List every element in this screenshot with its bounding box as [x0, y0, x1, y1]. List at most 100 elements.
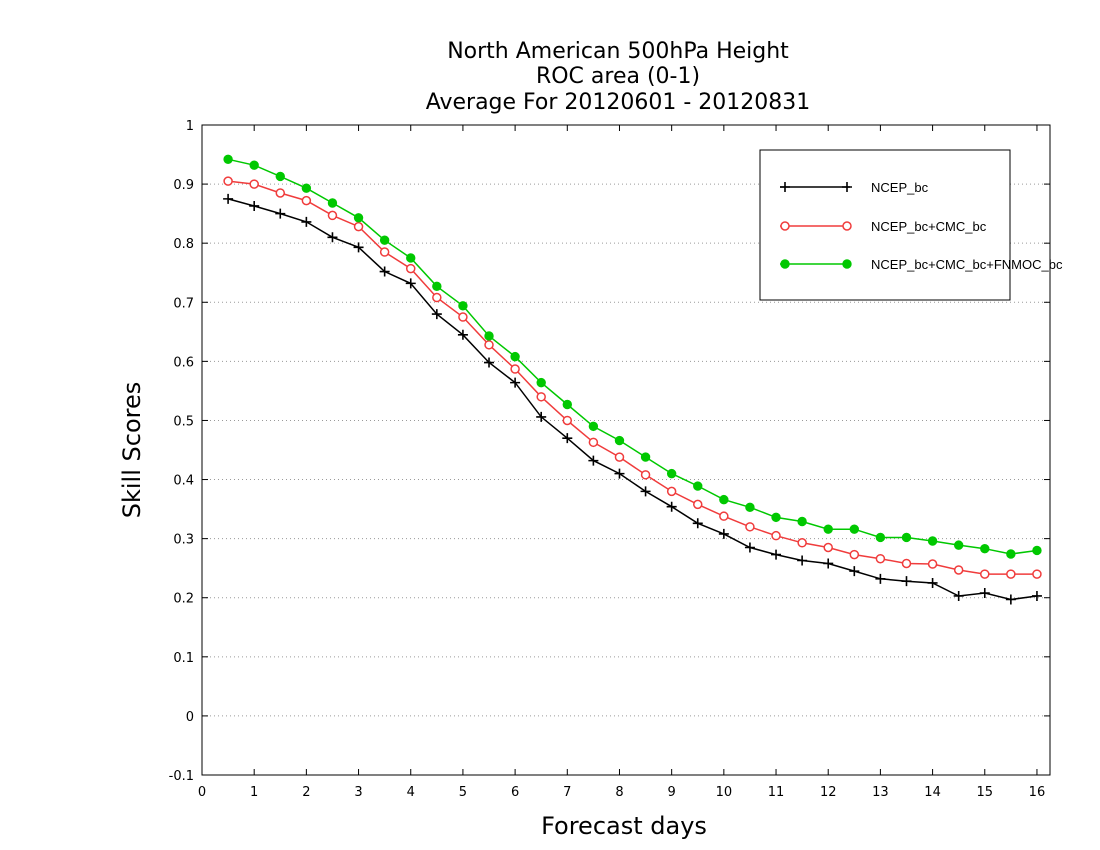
legend-marker-start-2: [780, 259, 790, 269]
data-point: [797, 516, 807, 527]
x-tick-label: 16: [1029, 785, 1046, 800]
y-tick-label: 0.7: [173, 296, 194, 311]
data-point: [927, 559, 938, 569]
x-tick-label: 15: [976, 785, 993, 800]
y-tick-label: 0.5: [173, 414, 194, 429]
data-point: [353, 221, 364, 232]
data-point: [771, 549, 782, 560]
data-point: [457, 329, 468, 340]
data-point: [901, 576, 912, 587]
data-point: [719, 511, 729, 521]
data-point: [536, 411, 547, 422]
data-point: [223, 154, 233, 164]
data-point: [614, 468, 625, 479]
data-point: [927, 536, 938, 546]
data-point: [510, 377, 521, 388]
y-tick-label: 1: [186, 119, 194, 134]
data-point: [327, 232, 338, 243]
y-tick-label: 0.8: [173, 237, 194, 252]
data-point: [536, 377, 546, 388]
data-point: [275, 208, 286, 219]
data-point: [301, 216, 312, 227]
data-point: [458, 301, 468, 311]
x-tick-label: 14: [924, 785, 941, 800]
y-tick-label: -0.1: [169, 769, 194, 784]
data-point: [875, 553, 886, 564]
data-point: [797, 538, 807, 548]
data-point: [640, 452, 651, 462]
data-point: [379, 247, 390, 257]
data-point: [405, 278, 416, 289]
y-tick-label: 0.2: [173, 592, 194, 607]
data-point: [562, 433, 573, 444]
y-tick-label: 0.1: [173, 651, 194, 666]
x-tick-label: 9: [668, 785, 676, 800]
data-point: [849, 524, 860, 534]
data-point: [901, 558, 912, 569]
series-0: [223, 193, 1042, 605]
legend-label-1: NCEP_bc+CMC_bc: [871, 219, 987, 234]
data-point: [693, 499, 703, 510]
x-tick-label: 6: [511, 785, 519, 800]
data-point: [745, 502, 755, 513]
data-point: [249, 179, 259, 189]
legend-marker-end-0: [842, 182, 852, 192]
data-point: [771, 530, 781, 541]
data-point: [1032, 569, 1042, 579]
legend: NCEP_bc NCEP_bc+CMC_bc NCEP_bc+CMC_bc+FNMO…: [759, 149, 1063, 301]
legend-marker-start-1: [780, 221, 790, 231]
data-point: [1006, 549, 1016, 559]
legend-marker-end-1: [842, 221, 852, 231]
y-tick-label: 0.6: [173, 355, 194, 370]
data-point: [353, 213, 364, 223]
data-point: [614, 452, 625, 462]
data-point: [588, 421, 599, 432]
data-point: [666, 486, 677, 497]
x-tick-label: 2: [302, 785, 310, 800]
series-2: [223, 154, 1042, 559]
data-point: [953, 540, 964, 550]
x-tick-label: 3: [354, 785, 362, 800]
series-1: [223, 176, 1042, 579]
data-point: [745, 522, 755, 532]
data-point: [719, 494, 729, 505]
data-point: [980, 543, 990, 554]
data-point: [484, 340, 494, 350]
data-point: [980, 569, 990, 579]
data-point: [588, 437, 599, 448]
data-point: [849, 549, 860, 560]
data-point: [771, 512, 781, 523]
data-series: [223, 154, 1042, 605]
y-axis-ticks: -0.1 0 0.1 0.2 0.3 0.4 0.5 0.6 0.7 0.8 0.9 1: [169, 119, 1050, 784]
legend-label-0: NCEP_bc: [871, 180, 929, 195]
data-point: [979, 588, 990, 598]
data-point: [249, 160, 259, 170]
data-point: [536, 392, 546, 402]
data-point: [1031, 590, 1042, 601]
data-point: [953, 590, 964, 601]
chart-title: North American 500hPa Height ROC area (0…: [426, 39, 811, 115]
x-tick-label: 11: [768, 785, 785, 800]
data-point: [223, 193, 234, 204]
data-point: [953, 565, 964, 575]
data-point: [1006, 569, 1016, 579]
data-point: [301, 183, 312, 193]
data-point: [275, 188, 286, 198]
data-point: [249, 200, 260, 211]
y-tick-label: 0.4: [173, 474, 194, 489]
data-point: [432, 281, 442, 292]
data-point: [301, 195, 312, 206]
data-point: [666, 468, 677, 479]
data-point: [510, 351, 520, 362]
data-point: [379, 235, 390, 245]
legend-box: [759, 149, 1011, 301]
title-line-2: ROC area (0-1): [536, 64, 700, 89]
data-point: [797, 555, 808, 566]
data-point: [901, 532, 912, 543]
data-point: [640, 486, 651, 497]
data-point: [927, 577, 938, 588]
data-point: [353, 242, 364, 253]
data-point: [562, 415, 573, 426]
x-tick-label: 4: [407, 785, 415, 800]
